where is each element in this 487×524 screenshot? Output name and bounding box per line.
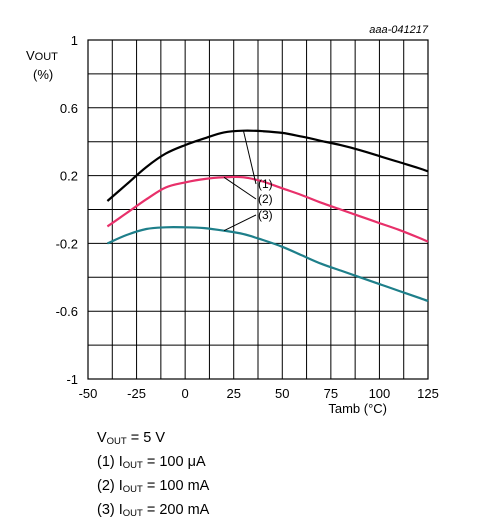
y-tick-label: -0.2 [56,236,78,251]
y-tick-label: 0.2 [60,169,78,184]
x-tick-label: 100 [369,386,391,401]
x-tick-labels: -50 -25 0 25 50 75 100 125 [79,386,439,401]
x-tick-label: 25 [226,386,240,401]
note-line: (2) IOUT = 100 mA [97,478,210,495]
x-tick-label: 0 [182,386,189,401]
x-tick-label: -50 [79,386,98,401]
x-tick-label: 125 [417,386,439,401]
note-line: VOUT = 5 V [97,430,166,447]
y-axis-label: VOUT [26,48,58,63]
chart-curves [106,129,429,303]
y-tick-label: -0.6 [56,304,78,319]
series-line-1 [106,129,429,202]
curve-label-2: (2) [258,192,273,206]
y-tick-label: 0.6 [60,101,78,116]
curve-leaders: (1)(2) (3) [223,130,273,232]
plot-frame [87,39,429,380]
y-tick-label: 1 [71,33,78,48]
x-axis-label: Tamb (°C) [328,401,387,416]
leader-line-3 [223,214,257,232]
leader-line-2 [223,176,257,200]
y-tick-label: -1 [66,372,78,387]
chart-identifier: aaa-041217 [369,24,429,36]
leader-line-1 [242,130,257,185]
curve-label-1: (1) [258,177,273,191]
series-line-2 [106,175,429,243]
note-line: (3) IOUT = 200 mA [97,502,210,519]
note-line: (1) IOUT = 100 μA [97,454,206,471]
x-tick-label: 75 [324,386,338,401]
y-tick-labels: 1 0.6 0.2 -0.2 -0.6 -1 [56,33,78,387]
conditions-notes: VOUT = 5 V (1) IOUT = 100 μA (2) IOUT = … [97,428,209,524]
y-axis-unit: (%) [33,67,53,82]
chart-grid [87,39,429,380]
series-line-3 [106,226,429,303]
curve-label-3: (3) [258,208,273,222]
chart: -50 -25 0 25 50 75 100 125 1 0.6 0.2 -0.2 -0.6 -1 (1… [26,24,439,416]
x-tick-label: 50 [275,386,289,401]
x-tick-label: -25 [127,386,146,401]
